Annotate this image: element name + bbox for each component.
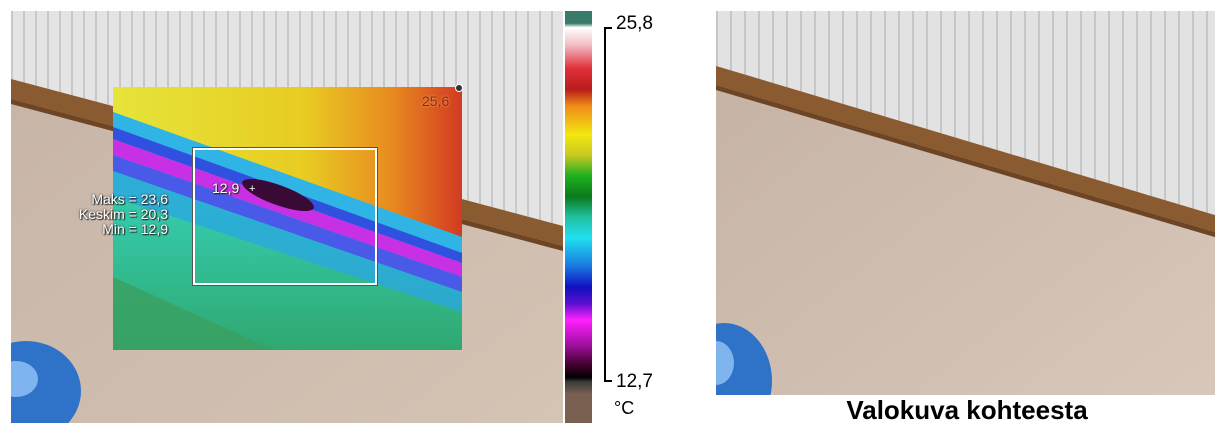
scale-line [604, 27, 606, 382]
scale-tick-bottom [604, 380, 612, 382]
infrared-image [113, 87, 462, 350]
visual-caption: Valokuva kohteesta [846, 395, 1088, 425]
scale-unit: °C [614, 398, 635, 418]
stat-avg: Keskim = 20,3 [78, 206, 168, 222]
max-spot-label: 25,6 [422, 93, 450, 109]
min-temperature-marker: + [249, 183, 256, 195]
max-temperature-marker [455, 84, 463, 92]
stat-min: Min = 12,9 [102, 221, 168, 237]
scale-min-label: 12,7 [616, 371, 653, 392]
infrared-gradient [113, 87, 462, 350]
area-statistics: Maks = 23,6 Keskim = 20,3 Min = 12,9 [40, 192, 168, 237]
visual-photo [716, 11, 1215, 395]
temperature-color-bar [565, 11, 592, 423]
scale-tick-top [604, 27, 612, 29]
visual-scene [716, 11, 1215, 395]
min-spot-label: 12,9 [212, 180, 240, 196]
stat-max: Maks = 23,6 [91, 191, 168, 207]
measurement-area [192, 147, 378, 286]
scale-max-label: 25,8 [616, 13, 653, 34]
